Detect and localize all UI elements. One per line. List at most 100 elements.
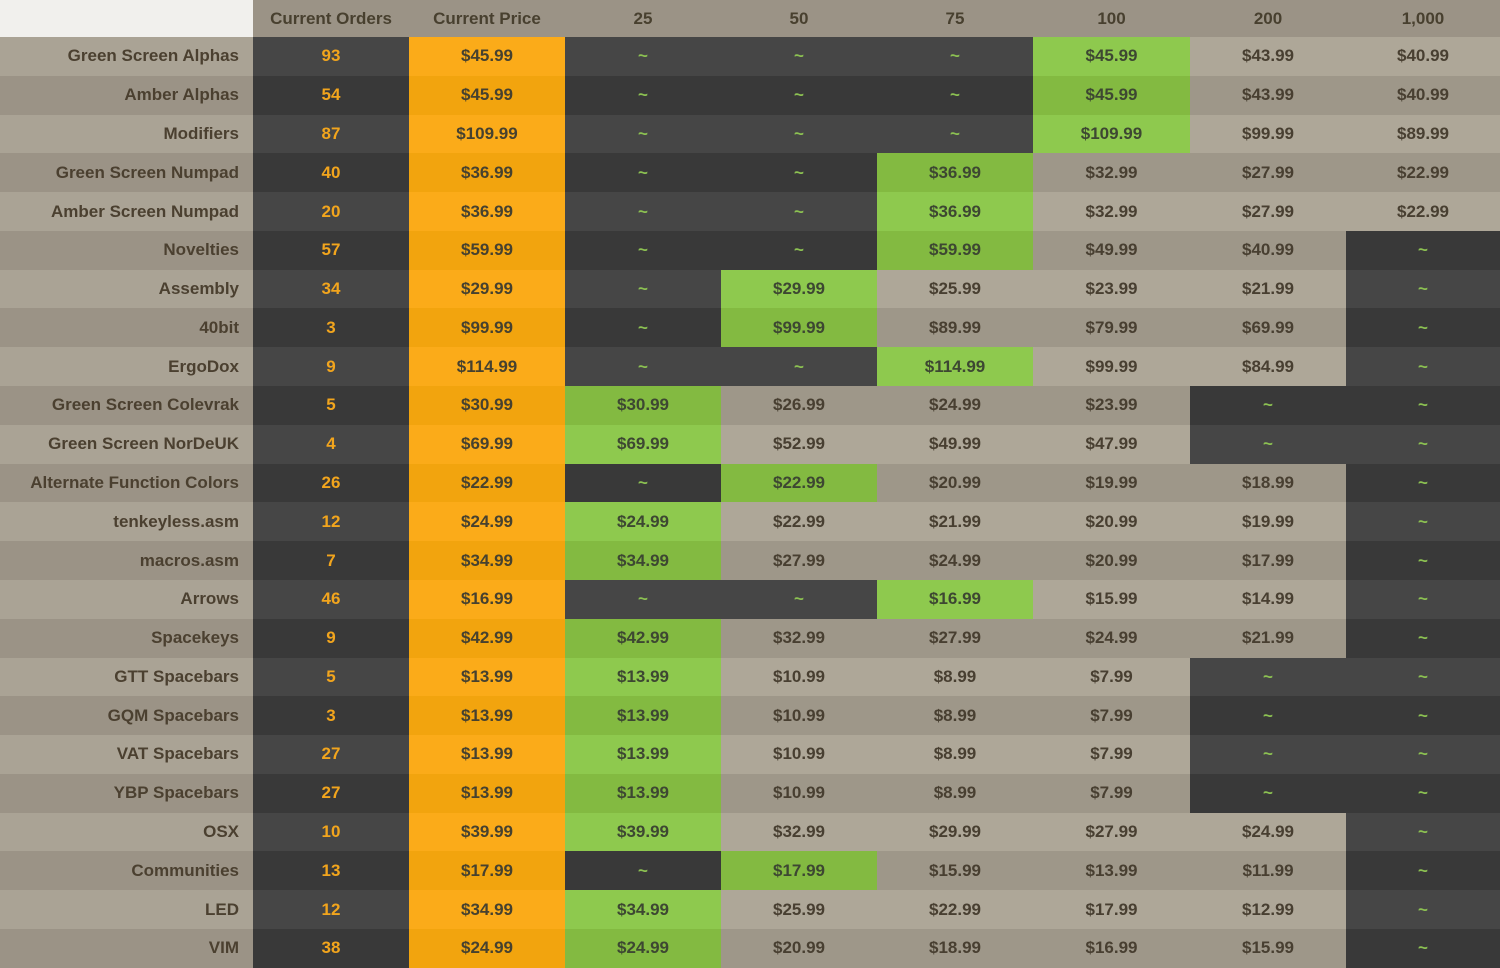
tier-cell: $47.99 [1033,424,1190,464]
tier-cell-current-price-tier: $34.99 [565,541,721,580]
tier-cell: $43.99 [1190,75,1346,115]
table-row-tenkeyless-asm: tenkeyless.asm 12 $24.99 $24.99 $22.99 $21.99… [0,502,1500,542]
row-label: Green Screen Numpad [0,153,253,193]
tier-cell: $99.99 [1190,114,1346,154]
table-body: Green Screen Alphas 93 $45.99 ~ ~ ~ $45.99 $43.… [0,37,1500,968]
current-orders-cell: 46 [253,579,409,619]
current-orders-cell: 9 [253,618,409,658]
tier-cell-unavailable: ~ [877,75,1033,115]
tier-cell-current-price-tier: $13.99 [565,657,721,697]
tier-cell-unavailable: ~ [1346,541,1500,580]
tier-cell: $23.99 [1033,269,1190,309]
tier-cell-current-price-tier: $36.99 [877,192,1033,231]
table-row-vat-spacebars: VAT Spacebars 27 $13.99 $13.99 $10.99 $8.99 $7… [0,735,1500,774]
current-orders-cell: 26 [253,463,409,503]
current-price-cell: $45.99 [409,75,565,115]
table-row-communities: Communities 13 $17.99 ~ $17.99 $15.99 $13.99 $1… [0,851,1500,891]
tier-cell: $7.99 [1033,735,1190,774]
tier-cell: $7.99 [1033,773,1190,813]
row-label: Green Screen Alphas [0,37,253,76]
current-price-cell: $36.99 [409,153,565,193]
tier-cell-unavailable: ~ [565,269,721,309]
tier-cell-unavailable: ~ [721,114,877,154]
tier-cell: $7.99 [1033,657,1190,697]
tier-cell: $20.99 [1033,502,1190,542]
current-orders-cell: 57 [253,230,409,270]
corner-cell [0,0,253,37]
current-orders-cell: 3 [253,308,409,348]
tier-cell-unavailable: ~ [565,192,721,231]
tier-cell: $27.99 [1190,153,1346,193]
current-orders-cell: 27 [253,773,409,813]
row-label: 40bit [0,308,253,348]
tier-cell-unavailable: ~ [565,851,721,891]
tier-cell-current-price-tier: $13.99 [565,773,721,813]
tier-cell-unavailable: ~ [1190,696,1346,736]
current-orders-cell: 54 [253,75,409,115]
current-orders-cell: 5 [253,386,409,425]
current-orders-cell: 93 [253,37,409,76]
tier-cell: $17.99 [1190,541,1346,580]
tier-cell: $22.99 [721,502,877,542]
table-row-osx: OSX 10 $39.99 $39.99 $32.99 $29.99 $27.99 $24.9… [0,812,1500,852]
tier-cell-current-price-tier: $109.99 [1033,114,1190,154]
tier-cell: $27.99 [721,541,877,580]
tier-cell-unavailable: ~ [1190,773,1346,813]
tier-cell-current-price-tier: $24.99 [565,928,721,968]
current-price-cell: $17.99 [409,851,565,891]
tier-cell: $32.99 [1033,192,1190,231]
current-orders-cell: 27 [253,735,409,774]
tier-cell: $19.99 [1190,502,1346,542]
current-orders-cell: 12 [253,890,409,929]
tier-cell-unavailable: ~ [1346,579,1500,619]
current-price-cell: $69.99 [409,424,565,464]
tier-cell: $89.99 [1346,114,1500,154]
current-price-cell: $13.99 [409,696,565,736]
table-row-assembly: Assembly 34 $29.99 ~ $29.99 $25.99 $23.99 $21.9… [0,269,1500,309]
tier-cell: $26.99 [721,386,877,425]
row-label: LED [0,890,253,929]
current-orders-cell: 10 [253,812,409,852]
column-header-current-orders: Current Orders [253,0,409,37]
current-orders-cell: 87 [253,114,409,154]
row-label: Novelties [0,230,253,270]
tier-cell-unavailable: ~ [1346,735,1500,774]
row-label: VAT Spacebars [0,735,253,774]
tier-cell-current-price-tier: $13.99 [565,696,721,736]
tier-cell: $8.99 [877,696,1033,736]
row-label: Alternate Function Colors [0,463,253,503]
tier-cell-unavailable: ~ [1190,735,1346,774]
tier-cell-unavailable: ~ [1346,812,1500,852]
table-row-gqm-spacebars: GQM Spacebars 3 $13.99 $13.99 $10.99 $8.99 $7.… [0,696,1500,736]
table-row-40bit: 40bit 3 $99.99 ~ $99.99 $89.99 $79.99 $69.99 ~ [0,308,1500,348]
current-price-cell: $24.99 [409,928,565,968]
tier-cell-current-price-tier: $45.99 [1033,37,1190,76]
column-header-200: 200 [1190,0,1346,37]
tier-cell-unavailable: ~ [1346,424,1500,464]
row-label: Modifiers [0,114,253,154]
column-header-75: 75 [877,0,1033,37]
tier-cell: $23.99 [1033,386,1190,425]
tier-cell: $89.99 [877,308,1033,348]
current-price-cell: $30.99 [409,386,565,425]
tier-cell-unavailable: ~ [721,347,877,387]
tier-cell: $8.99 [877,773,1033,813]
current-price-cell: $36.99 [409,192,565,231]
tier-cell-unavailable: ~ [565,153,721,193]
tier-cell: $52.99 [721,424,877,464]
current-orders-cell: 3 [253,696,409,736]
tier-cell-unavailable: ~ [877,37,1033,76]
current-orders-cell: 38 [253,928,409,968]
current-orders-cell: 40 [253,153,409,193]
row-label: GTT Spacebars [0,657,253,697]
table-row-amber-screen-numpad: Amber Screen Numpad 20 $36.99 ~ ~ $36.99 $32.9… [0,192,1500,231]
tier-cell: $32.99 [721,812,877,852]
current-price-cell: $22.99 [409,463,565,503]
tier-cell-unavailable: ~ [1190,657,1346,697]
tier-cell: $99.99 [1033,347,1190,387]
tier-cell: $29.99 [877,812,1033,852]
tier-cell-current-price-tier: $59.99 [877,230,1033,270]
tier-cell: $27.99 [1033,812,1190,852]
row-label: Arrows [0,579,253,619]
tier-cell-unavailable: ~ [1346,618,1500,658]
